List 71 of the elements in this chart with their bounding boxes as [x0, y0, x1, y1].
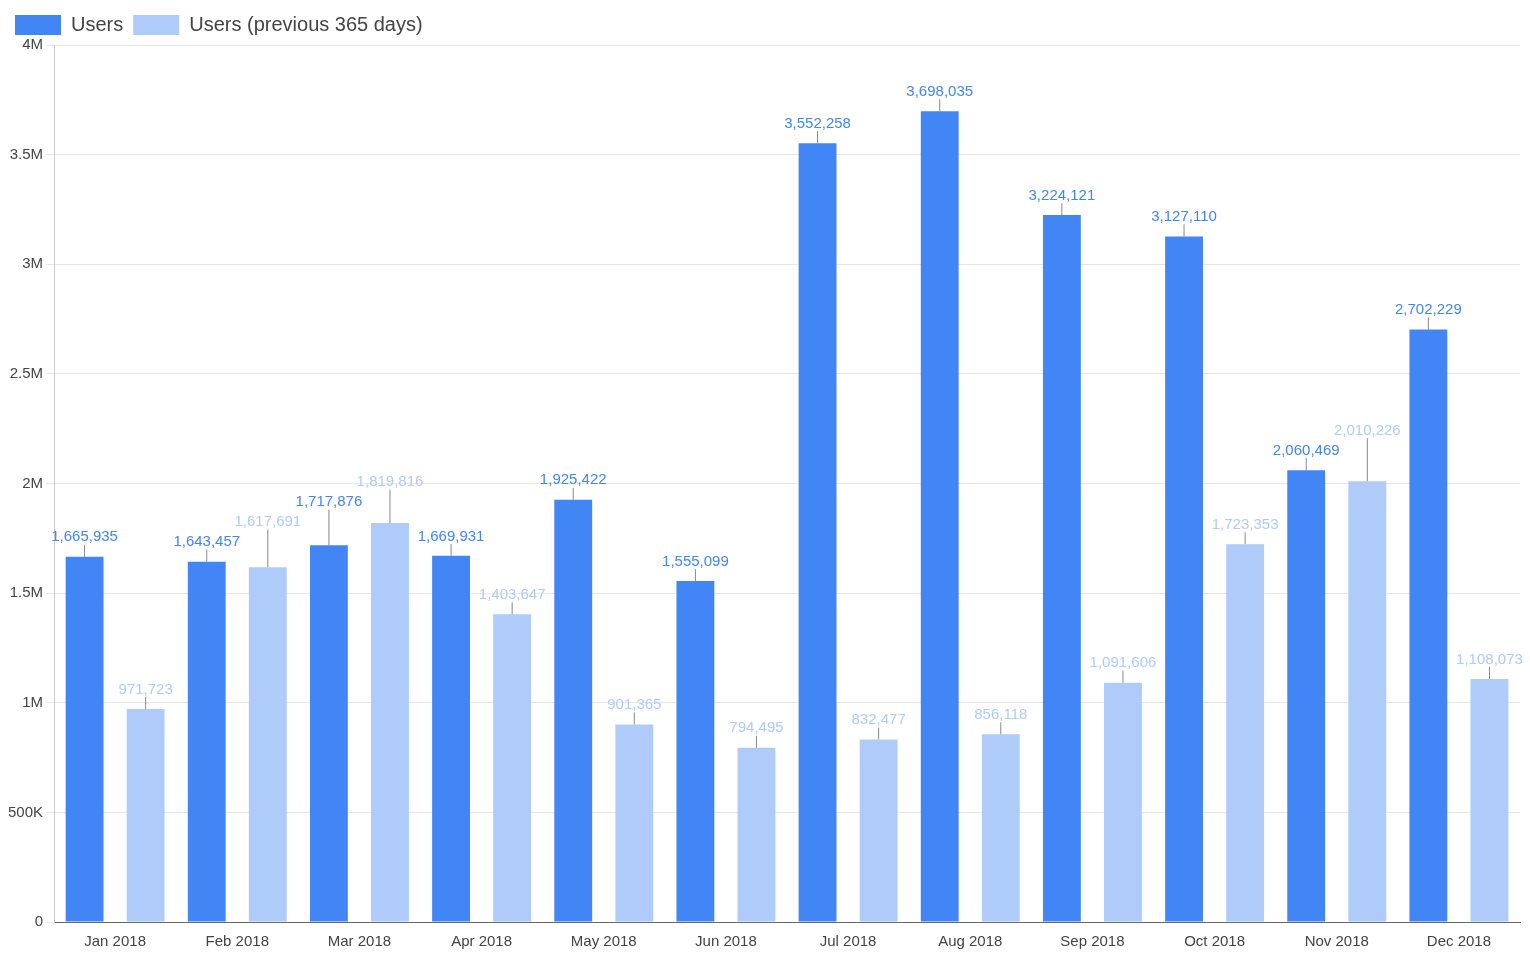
- data-label: 1,665,935: [51, 527, 118, 545]
- bar: [65, 556, 104, 922]
- y-tick-label: 3.5M: [9, 144, 44, 162]
- bar: [1287, 470, 1326, 922]
- legend-label: Users (previous 365 days): [189, 12, 423, 35]
- y-tick-label: 0: [34, 912, 44, 930]
- y-tick-label: 1.5M: [9, 583, 44, 601]
- data-label: 2,060,469: [1272, 440, 1340, 458]
- x-tick-label: Aug 2018: [938, 932, 1003, 950]
- data-label: 1,403,647: [478, 584, 546, 602]
- bar: [615, 724, 654, 922]
- data-label: 1,108,073: [1456, 649, 1523, 667]
- data-label: 1,819,816: [356, 472, 424, 490]
- x-tick-label: Apr 2018: [451, 932, 513, 950]
- data-label: 1,555,099: [662, 551, 729, 569]
- bar: [981, 734, 1020, 922]
- data-label: 2,010,226: [1333, 420, 1401, 438]
- data-label: 3,698,035: [906, 81, 974, 99]
- y-tick-label: 2.5M: [9, 364, 44, 382]
- data-label: 1,617,691: [234, 512, 302, 530]
- x-tick-label: Oct 2018: [1184, 932, 1246, 950]
- y-tick-label: 2M: [22, 473, 44, 491]
- data-label: 1,643,457: [173, 532, 241, 550]
- x-tick-label: Mar 2018: [327, 932, 392, 950]
- x-tick-label: Sep 2018: [1060, 932, 1125, 950]
- bar: [432, 555, 470, 922]
- x-tick-label: Jun 2018: [695, 932, 757, 950]
- data-label: 3,552,258: [784, 113, 851, 131]
- bar: [1165, 236, 1203, 922]
- bar: [1042, 215, 1081, 922]
- x-tick-label: Jul 2018: [819, 932, 877, 950]
- bar: [309, 545, 348, 922]
- data-label: 1,669,931: [417, 526, 485, 544]
- bar: [920, 111, 959, 922]
- bar: [737, 747, 776, 922]
- data-label: 2,702,229: [1395, 300, 1462, 318]
- data-label: 1,723,353: [1211, 514, 1279, 532]
- bar: [126, 708, 165, 922]
- bar: [1104, 682, 1142, 922]
- y-tick-label: 4M: [22, 35, 44, 53]
- bar: [1348, 481, 1387, 922]
- data-label: 901,365: [607, 695, 662, 713]
- y-tick-label: 500K: [7, 802, 44, 820]
- bar: [859, 739, 898, 922]
- bar: [493, 614, 532, 922]
- y-tick-label: 1M: [22, 692, 44, 710]
- data-label: 794,495: [729, 718, 784, 736]
- data-label: 1,717,876: [295, 492, 363, 510]
- data-label: 856,118: [974, 704, 1028, 722]
- x-tick-label: Dec 2018: [1426, 932, 1492, 950]
- data-label: 832,477: [851, 710, 906, 728]
- bar: [554, 499, 593, 922]
- bar: [1226, 544, 1265, 922]
- bar: [676, 581, 715, 922]
- x-tick-label: Feb 2018: [205, 932, 269, 950]
- bar: [187, 561, 226, 922]
- bar: [798, 143, 837, 922]
- y-tick-label: 3M: [22, 254, 44, 272]
- x-tick-label: May 2018: [570, 932, 637, 950]
- bar: [371, 523, 409, 922]
- x-tick-label: Nov 2018: [1304, 932, 1369, 950]
- bar: [1409, 329, 1448, 922]
- x-tick-label: Jan 2018: [84, 932, 146, 950]
- bar: [1470, 679, 1509, 922]
- data-label: 1,925,422: [539, 470, 607, 488]
- bar: [248, 567, 287, 922]
- legend-label: Users: [71, 12, 124, 35]
- data-label: 971,723: [118, 679, 173, 697]
- data-label: 3,127,110: [1151, 207, 1217, 225]
- data-label: 3,224,121: [1028, 185, 1096, 203]
- data-label: 1,091,606: [1089, 653, 1157, 671]
